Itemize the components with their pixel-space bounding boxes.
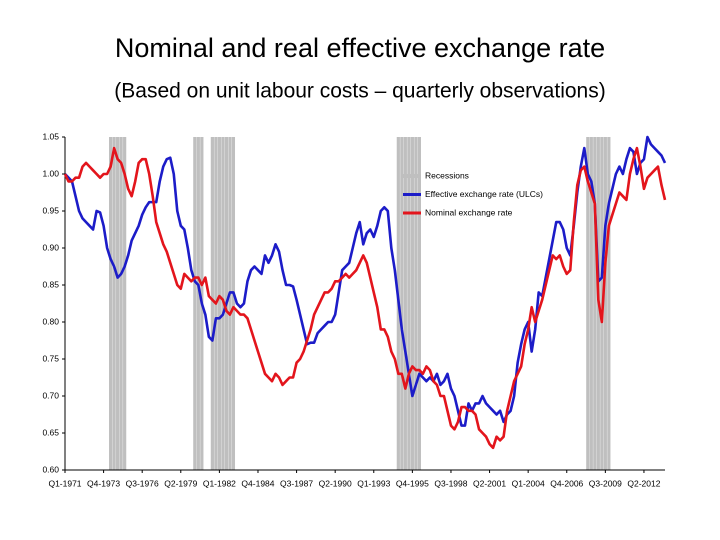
y-tick-label: 1.00 <box>42 168 59 178</box>
y-tick-label: 0.65 <box>42 427 59 437</box>
recession-bar <box>196 137 200 470</box>
recession-bar <box>109 137 113 470</box>
legend-label: Effective exchange rate (ULCs) <box>425 189 543 199</box>
recession-bar <box>414 137 418 470</box>
recession-bar <box>116 137 120 470</box>
recession-bar <box>407 137 411 470</box>
recession-bar <box>586 137 590 470</box>
x-tick-label: Q3-1987 <box>280 478 313 488</box>
y-tick-label: 1.05 <box>42 131 59 141</box>
recession-bar <box>217 137 221 470</box>
recession-bar <box>417 137 421 470</box>
recession-bar <box>603 137 607 470</box>
x-tick-label: Q2-2012 <box>627 478 660 488</box>
y-tick-label: 0.75 <box>42 353 59 363</box>
recession-bar <box>210 137 214 470</box>
recession-bar <box>403 137 407 470</box>
x-tick-label: Q3-2009 <box>589 478 622 488</box>
recession-bar <box>593 137 597 470</box>
y-tick-label: 0.80 <box>42 316 59 326</box>
recession-bar <box>119 137 123 470</box>
recession-bar <box>112 137 116 470</box>
series-line <box>63 146 667 450</box>
recession-bar <box>400 137 404 470</box>
x-tick-label: Q2-1990 <box>319 478 352 488</box>
recession-bar <box>231 137 236 470</box>
x-tick-label: Q4-2006 <box>550 478 583 488</box>
recession-bar <box>410 137 414 470</box>
x-tick-label: Q4-1995 <box>396 478 429 488</box>
x-tick-label: Q4-1973 <box>87 478 120 488</box>
y-tick-label: 0.70 <box>42 390 59 400</box>
recession-bar <box>607 137 611 470</box>
chart-title: Nominal and real effective exchange rate <box>115 33 605 63</box>
x-tick-label: Q2-1979 <box>164 478 197 488</box>
series-line <box>64 135 667 427</box>
x-tick-label: Q1-1982 <box>203 478 236 488</box>
y-tick-label: 0.95 <box>42 205 59 215</box>
chart-subtitle: (Based on unit labour costs – quarterly … <box>114 80 605 103</box>
x-tick-label: Q1-1993 <box>357 478 390 488</box>
y-tick-label: 0.60 <box>42 464 59 474</box>
recession-bar <box>193 137 197 470</box>
x-tick-label: Q3-1976 <box>126 478 159 488</box>
recession-bar <box>123 137 127 470</box>
x-tick-label: Q3-1998 <box>434 478 467 488</box>
y-tick-label: 0.90 <box>42 242 59 252</box>
x-tick-label: Q1-2004 <box>512 478 545 488</box>
legend-label: Nominal exchange rate <box>425 207 513 217</box>
legend-label: Recessions <box>425 170 469 180</box>
y-tick-label: 0.85 <box>42 279 59 289</box>
x-tick-label: Q4-1984 <box>241 478 274 488</box>
x-tick-label: Q2-2001 <box>473 478 506 488</box>
recession-bar <box>589 137 593 470</box>
x-tick-label: Q1-1971 <box>48 478 81 488</box>
recession-bar <box>228 137 232 470</box>
